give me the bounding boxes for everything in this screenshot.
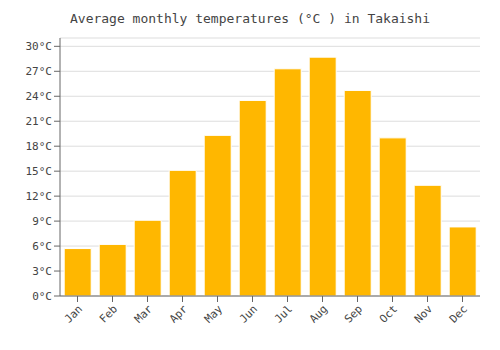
svg-text:3°C: 3°C bbox=[32, 265, 52, 278]
svg-text:15°C: 15°C bbox=[26, 165, 53, 178]
svg-text:27°C: 27°C bbox=[26, 65, 53, 78]
svg-text:21°C: 21°C bbox=[26, 115, 53, 128]
svg-text:12°C: 12°C bbox=[26, 190, 53, 203]
svg-text:Dec: Dec bbox=[447, 302, 470, 325]
svg-text:Aug: Aug bbox=[307, 302, 330, 325]
svg-text:Jun: Jun bbox=[237, 302, 260, 325]
svg-text:Apr: Apr bbox=[167, 302, 191, 326]
svg-text:Oct: Oct bbox=[377, 302, 400, 325]
svg-text:Jul: Jul bbox=[272, 302, 295, 325]
svg-text:24°C: 24°C bbox=[26, 90, 53, 103]
svg-text:9°C: 9°C bbox=[32, 215, 52, 228]
svg-text:May: May bbox=[202, 302, 226, 326]
svg-text:6°C: 6°C bbox=[32, 240, 52, 253]
svg-text:18°C: 18°C bbox=[26, 140, 53, 153]
svg-text:Jan: Jan bbox=[62, 302, 85, 325]
svg-text:30°C: 30°C bbox=[26, 40, 53, 53]
svg-text:Mar: Mar bbox=[132, 302, 156, 326]
svg-text:Feb: Feb bbox=[97, 302, 120, 325]
svg-text:0°C: 0°C bbox=[32, 290, 52, 303]
svg-text:Nov: Nov bbox=[412, 302, 436, 326]
svg-text:Sep: Sep bbox=[342, 302, 365, 325]
html-text:Average monthly temperatures (: Average monthly temperatures (°C ) in Ta… bbox=[70, 11, 430, 26]
